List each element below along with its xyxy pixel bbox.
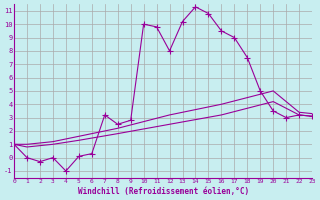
X-axis label: Windchill (Refroidissement éolien,°C): Windchill (Refroidissement éolien,°C) <box>77 187 249 196</box>
